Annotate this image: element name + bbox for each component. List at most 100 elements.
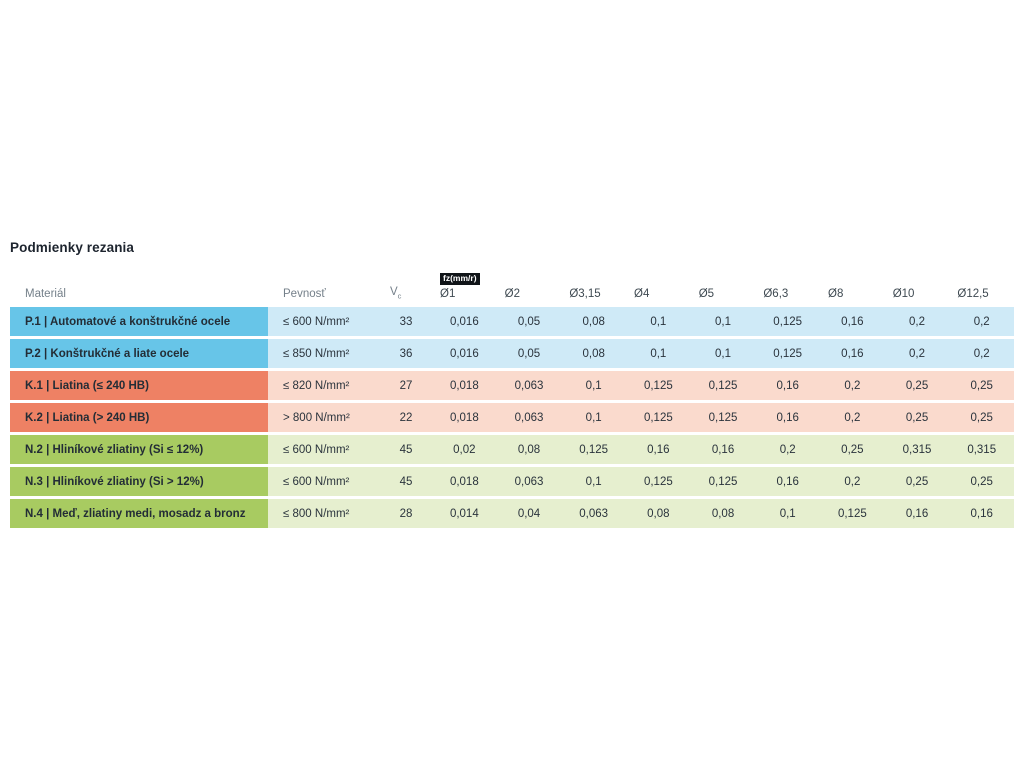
fz-value-cell: 0,014 xyxy=(449,507,479,520)
material-cell: P.1 | Automatové a konštrukčné ocele xyxy=(10,307,268,336)
diameter-label: Ø10 xyxy=(892,288,915,300)
diameter-label: Ø8 xyxy=(828,288,844,300)
fz-value-cell: 0,125 xyxy=(837,507,867,520)
table-header-row: Materiál Pevnosť Vc fz(mm/r) Ø1 Ø2 Ø3,15… xyxy=(10,260,1014,307)
column-header-diameter: Ø12,5 xyxy=(949,288,1014,300)
fz-value-cell: 0,05 xyxy=(517,347,541,360)
fz-value-cell: 0,125 xyxy=(643,411,673,424)
strength-cell: ≤ 850 N/mm² xyxy=(283,347,350,360)
strength-cell: > 800 N/mm² xyxy=(283,411,350,424)
column-header-diameter: fz(mm/r) Ø1 xyxy=(432,272,497,300)
row-values: ≤ 600 N/mm² 45 0,02 0,08 0,125 0,16 0,16 0,2 0… xyxy=(268,435,1014,464)
fz-unit-badge: fz(mm/r) xyxy=(440,272,480,285)
fz-value-cell: 0,16 xyxy=(647,443,670,456)
fz-value-cell: 0,16 xyxy=(841,315,864,328)
fz-value-cell: 0,063 xyxy=(579,507,609,520)
strength-cell: ≤ 600 N/mm² xyxy=(283,475,350,488)
fz-value-cell: 0,2 xyxy=(844,411,861,424)
cutting-conditions-table: Materiál Pevnosť Vc fz(mm/r) Ø1 Ø2 Ø3,15… xyxy=(10,260,1014,531)
material-cell: K.2 | Liatina (> 240 HB) xyxy=(10,403,268,432)
fz-value-cell: 0,25 xyxy=(970,379,993,392)
table-row: P.1 | Automatové a konštrukčné ocele ≤ 6… xyxy=(10,307,1014,336)
row-values: ≤ 600 N/mm² 45 0,018 0,063 0,1 0,125 0,125 0,… xyxy=(268,467,1014,496)
fz-value-cell: 0,16 xyxy=(711,443,735,456)
table-row: N.2 | Hliníkové zliatiny (Si ≤ 12%) ≤ 60… xyxy=(10,435,1014,464)
fz-value-cell: 0,018 xyxy=(449,379,479,392)
fz-value-cell: 0,1 xyxy=(715,347,732,360)
fz-value-cell: 0,125 xyxy=(773,315,803,328)
fz-value-cell: 0,018 xyxy=(449,475,479,488)
table-row: K.2 | Liatina (> 240 HB) > 800 N/mm² 22 … xyxy=(10,403,1014,432)
fz-value-cell: 0,2 xyxy=(844,379,861,392)
fz-value-cell: 0,2 xyxy=(909,347,926,360)
row-values: ≤ 820 N/mm² 27 0,018 0,063 0,1 0,125 0,125 0,… xyxy=(268,371,1014,400)
fz-value-cell: 0,05 xyxy=(517,315,541,328)
diameter-label: Ø3,15 xyxy=(569,288,601,300)
fz-value-cell: 0,125 xyxy=(708,411,738,424)
material-cell: K.1 | Liatina (≤ 240 HB) xyxy=(10,371,268,400)
material-cell: N.4 | Meď, zliatiny medi, mosadz a bronz xyxy=(10,499,268,528)
fz-value-cell: 0,25 xyxy=(841,443,864,456)
vc-cell: 45 xyxy=(399,475,413,488)
column-header-diameter: Ø5 xyxy=(691,288,756,300)
diameter-label: Ø6,3 xyxy=(763,288,789,300)
fz-value-cell: 0,1 xyxy=(650,315,667,328)
column-header-strength: Pevnosť xyxy=(283,288,326,300)
vc-subscript: c xyxy=(397,291,402,300)
fz-value-cell: 0,125 xyxy=(643,475,673,488)
row-values: ≤ 800 N/mm² 28 0,014 0,04 0,063 0,08 0,08 0,1… xyxy=(268,499,1014,528)
table-row: K.1 | Liatina (≤ 240 HB) ≤ 820 N/mm² 27 … xyxy=(10,371,1014,400)
column-header-diameter: Ø3,15 xyxy=(561,288,626,300)
material-cell: N.2 | Hliníkové zliatiny (Si ≤ 12%) xyxy=(10,435,268,464)
fz-value-cell: 0,125 xyxy=(708,475,738,488)
column-header-diameter: Ø6,3 xyxy=(755,288,820,300)
table-row: P.2 | Konštrukčné a liate ocele ≤ 850 N/… xyxy=(10,339,1014,368)
diameter-label: Ø12,5 xyxy=(957,288,989,300)
fz-value-cell: 0,016 xyxy=(449,347,479,360)
fz-value-cell: 0,1 xyxy=(585,411,602,424)
fz-value-cell: 0,1 xyxy=(585,379,602,392)
vc-cell: 36 xyxy=(399,347,413,360)
column-header-diameter: Ø10 xyxy=(885,288,950,300)
fz-value-cell: 0,08 xyxy=(582,315,605,328)
row-values: ≤ 850 N/mm² 36 0,016 0,05 0,08 0,1 0,1 0,125 0… xyxy=(268,339,1014,368)
fz-value-cell: 0,063 xyxy=(514,379,544,392)
material-cell: P.2 | Konštrukčné a liate ocele xyxy=(10,339,268,368)
fz-value-cell: 0,315 xyxy=(902,443,932,456)
column-header-diameter: Ø8 xyxy=(820,288,885,300)
fz-value-cell: 0,25 xyxy=(905,379,929,392)
fz-value-cell: 0,25 xyxy=(905,475,929,488)
row-values: > 800 N/mm² 22 0,018 0,063 0,1 0,125 0,125 0,… xyxy=(268,403,1014,432)
fz-value-cell: 0,16 xyxy=(841,347,864,360)
diameter-headers: fz(mm/r) Ø1 Ø2 Ø3,15 Ø4 Ø5 Ø6,3 Ø8 Ø10 Ø… xyxy=(432,272,1014,300)
fz-value-cell: 0,315 xyxy=(967,443,997,456)
vc-cell: 27 xyxy=(399,379,413,392)
fz-value-cell: 0,125 xyxy=(643,379,673,392)
diameter-label: Ø4 xyxy=(634,288,650,300)
fz-value-cell: 0,08 xyxy=(582,347,605,360)
row-values: ≤ 600 N/mm² 33 0,016 0,05 0,08 0,1 0,1 0,125 0… xyxy=(268,307,1014,336)
fz-value-cell: 0,2 xyxy=(779,443,796,456)
strength-cell: ≤ 820 N/mm² xyxy=(283,379,350,392)
vc-cell: 33 xyxy=(399,315,413,328)
table-row: N.4 | Meď, zliatiny medi, mosadz a bronz… xyxy=(10,499,1014,528)
strength-cell: ≤ 800 N/mm² xyxy=(283,507,350,520)
fz-value-cell: 0,125 xyxy=(708,379,738,392)
fz-value-cell: 0,16 xyxy=(776,411,799,424)
table-row: N.3 | Hliníkové zliatiny (Si > 12%) ≤ 60… xyxy=(10,467,1014,496)
fz-value-cell: 0,04 xyxy=(517,507,541,520)
strength-cell: ≤ 600 N/mm² xyxy=(283,443,350,456)
fz-value-cell: 0,16 xyxy=(776,379,799,392)
strength-cell: ≤ 600 N/mm² xyxy=(283,315,350,328)
column-header-vc: Vc xyxy=(380,286,432,300)
material-cell: N.3 | Hliníkové zliatiny (Si > 12%) xyxy=(10,467,268,496)
column-header-diameter: Ø2 xyxy=(497,288,562,300)
page-title: Podmienky rezania xyxy=(10,240,134,255)
vc-cell: 28 xyxy=(399,507,413,520)
fz-value-cell: 0,08 xyxy=(517,443,541,456)
fz-value-cell: 0,1 xyxy=(779,507,796,520)
fz-value-cell: 0,2 xyxy=(909,315,926,328)
fz-value-cell: 0,25 xyxy=(970,475,993,488)
fz-value-cell: 0,063 xyxy=(514,475,544,488)
